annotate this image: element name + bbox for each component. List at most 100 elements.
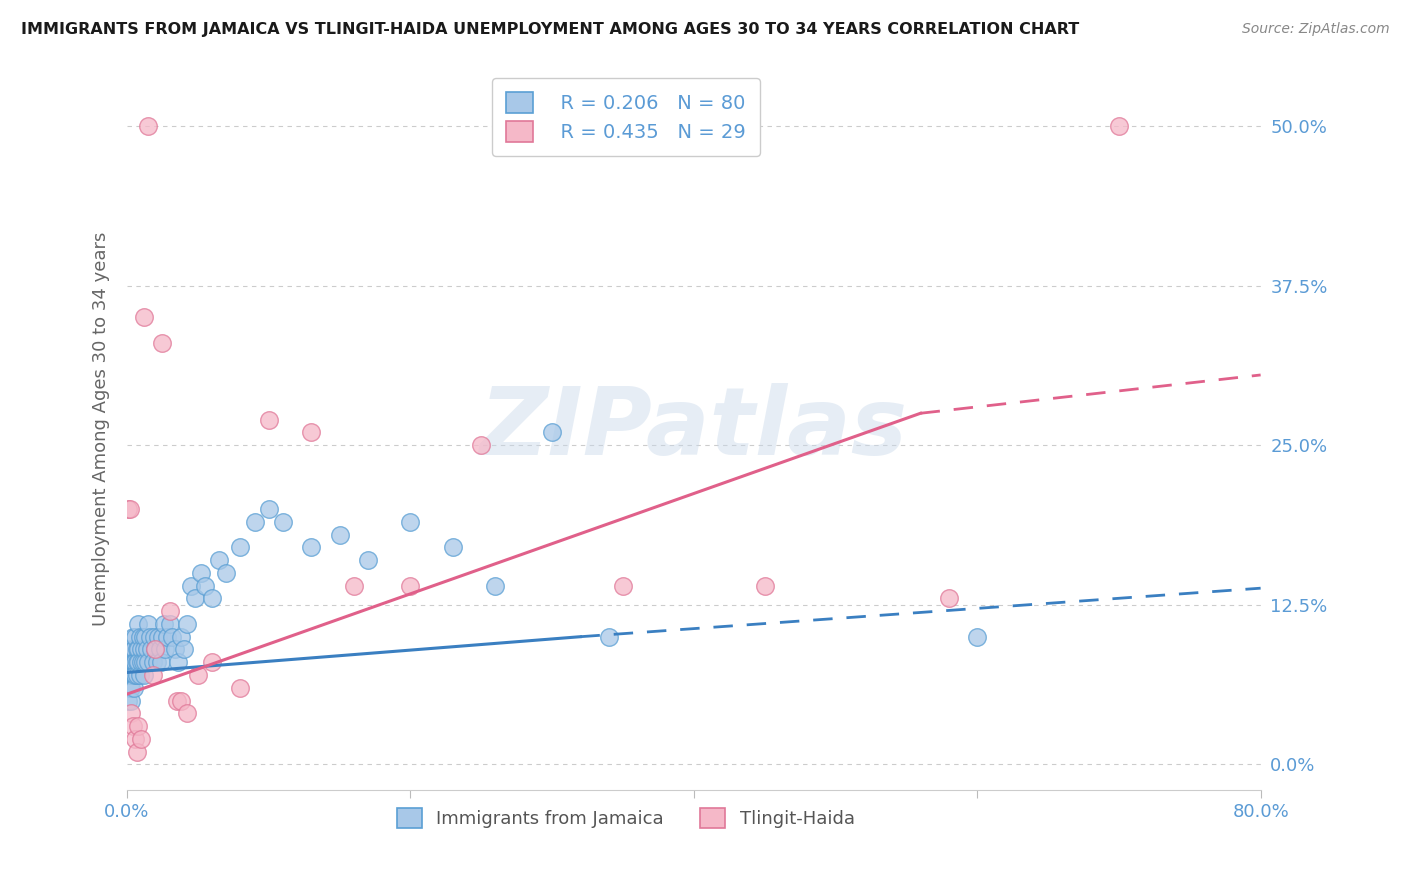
- Point: [118, 655, 141, 669]
- Point: [190, 566, 212, 580]
- Point: [132, 668, 155, 682]
- Point: [125, 668, 148, 682]
- Point: [343, 579, 366, 593]
- Point: [357, 553, 380, 567]
- Point: [612, 579, 634, 593]
- Point: [159, 616, 181, 631]
- Point: [754, 579, 776, 593]
- Point: [194, 579, 217, 593]
- Point: [129, 642, 152, 657]
- Point: [170, 630, 193, 644]
- Point: [541, 425, 564, 440]
- Point: [162, 630, 184, 644]
- Point: [127, 655, 149, 669]
- Point: [170, 693, 193, 707]
- Point: [139, 642, 162, 657]
- Point: [166, 693, 188, 707]
- Point: [127, 642, 149, 657]
- Point: [121, 655, 143, 669]
- Point: [155, 642, 177, 657]
- Point: [125, 745, 148, 759]
- Point: [127, 719, 149, 733]
- Point: [180, 579, 202, 593]
- Point: [141, 655, 163, 669]
- Point: [329, 527, 352, 541]
- Point: [136, 655, 159, 669]
- Point: [141, 668, 163, 682]
- Point: [129, 655, 152, 669]
- Point: [134, 630, 156, 644]
- Point: [150, 655, 173, 669]
- Point: [117, 502, 139, 516]
- Point: [135, 642, 157, 657]
- Point: [124, 630, 146, 644]
- Point: [117, 655, 139, 669]
- Point: [143, 642, 166, 657]
- Point: [146, 630, 169, 644]
- Point: [299, 541, 322, 555]
- Point: [229, 541, 252, 555]
- Point: [257, 412, 280, 426]
- Point: [187, 668, 209, 682]
- Point: [121, 668, 143, 682]
- Point: [125, 642, 148, 657]
- Point: [128, 630, 150, 644]
- Point: [156, 630, 179, 644]
- Text: ZIPatlas: ZIPatlas: [479, 384, 908, 475]
- Point: [120, 668, 142, 682]
- Point: [120, 693, 142, 707]
- Point: [125, 655, 148, 669]
- Point: [152, 630, 174, 644]
- Point: [136, 616, 159, 631]
- Point: [132, 642, 155, 657]
- Point: [598, 630, 620, 644]
- Point: [208, 553, 231, 567]
- Point: [122, 655, 145, 669]
- Point: [132, 310, 155, 325]
- Point: [127, 616, 149, 631]
- Point: [152, 336, 174, 351]
- Point: [153, 616, 176, 631]
- Point: [167, 655, 190, 669]
- Point: [145, 655, 167, 669]
- Point: [938, 591, 960, 606]
- Point: [121, 719, 143, 733]
- Point: [118, 668, 141, 682]
- Point: [134, 655, 156, 669]
- Point: [143, 642, 166, 657]
- Point: [122, 642, 145, 657]
- Y-axis label: Unemployment Among Ages 30 to 34 years: Unemployment Among Ages 30 to 34 years: [93, 232, 110, 626]
- Legend: Immigrants from Jamaica, Tlingit-Haida: Immigrants from Jamaica, Tlingit-Haida: [389, 801, 862, 835]
- Point: [128, 668, 150, 682]
- Point: [142, 630, 165, 644]
- Point: [201, 591, 224, 606]
- Point: [131, 655, 153, 669]
- Point: [243, 515, 266, 529]
- Point: [165, 642, 187, 657]
- Point: [136, 119, 159, 133]
- Point: [173, 642, 195, 657]
- Point: [129, 731, 152, 746]
- Point: [159, 604, 181, 618]
- Point: [176, 706, 198, 721]
- Point: [131, 630, 153, 644]
- Point: [122, 681, 145, 695]
- Point: [299, 425, 322, 440]
- Point: [399, 579, 422, 593]
- Point: [257, 502, 280, 516]
- Point: [138, 630, 160, 644]
- Point: [117, 668, 139, 682]
- Point: [124, 731, 146, 746]
- Point: [117, 693, 139, 707]
- Point: [271, 515, 294, 529]
- Point: [122, 668, 145, 682]
- Point: [149, 642, 172, 657]
- Point: [441, 541, 464, 555]
- Text: IMMIGRANTS FROM JAMAICA VS TLINGIT-HAIDA UNEMPLOYMENT AMONG AGES 30 TO 34 YEARS : IMMIGRANTS FROM JAMAICA VS TLINGIT-HAIDA…: [21, 22, 1080, 37]
- Point: [118, 642, 141, 657]
- Point: [966, 630, 988, 644]
- Point: [124, 655, 146, 669]
- Point: [399, 515, 422, 529]
- Point: [176, 616, 198, 631]
- Point: [120, 706, 142, 721]
